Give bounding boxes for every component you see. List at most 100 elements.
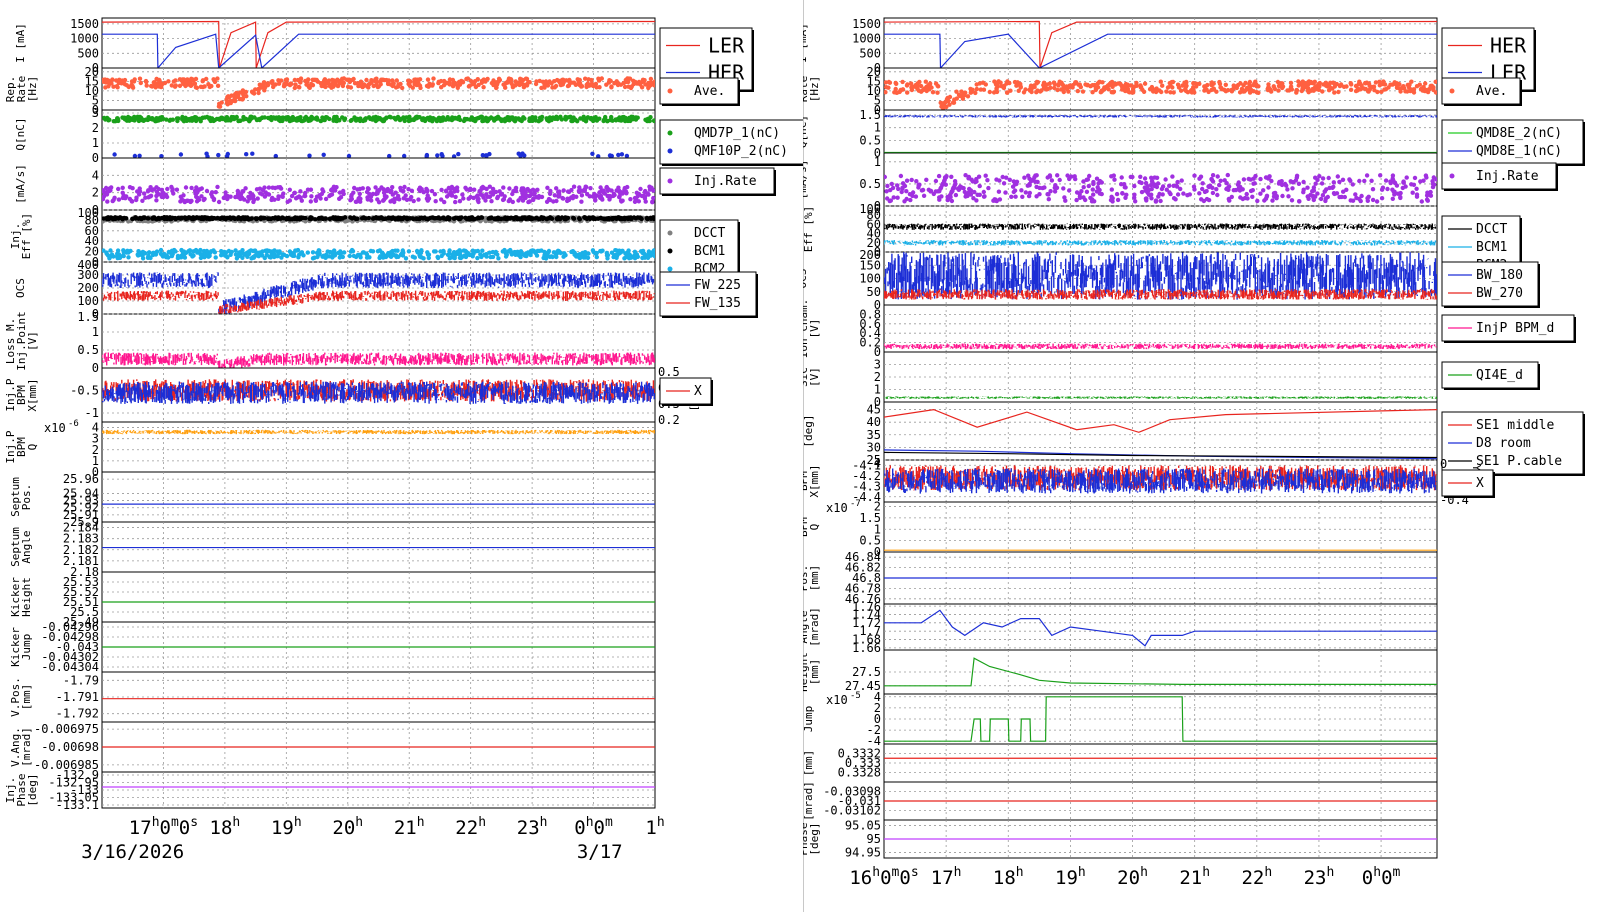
series-point-cyan [395,248,400,253]
series-point-green [563,115,568,121]
series-point-black [533,216,538,221]
series-point-orange [364,77,369,83]
series-point-orange [159,84,164,90]
series-point-black [405,217,410,222]
series-point-blue [451,154,457,158]
series-point-purple [147,194,152,199]
series-point-cyan [175,253,181,259]
series-point-black [445,215,451,220]
legend-box [659,271,757,317]
series-point-purple [385,186,390,192]
series-point-blue [178,152,184,157]
series-point-orange [533,81,539,87]
series-point-purple [577,185,582,190]
series-point-blue [321,152,326,157]
series-point-purple [308,187,314,192]
series-point-purple [323,196,329,202]
series-point-orange [173,78,178,83]
series-point-black [644,215,649,221]
series-point-purple [211,197,217,203]
series-point-purple [148,185,153,190]
y-tick-label: 10 [85,84,99,98]
series-point-orange [183,79,188,84]
series-point-cyan [141,250,146,255]
series-point-purple [489,199,494,204]
series-point-orange [144,83,149,88]
series-point-purple [433,199,438,204]
series-point-blue [435,153,440,158]
series-point-green [402,118,407,124]
series-point-green [646,118,651,123]
series-point-cyan [438,249,443,254]
series-point-cyan [228,252,233,257]
series-point-cyan [613,248,618,253]
series-point-purple [432,192,438,197]
series-point-black [157,216,162,222]
series-point-cyan [599,249,604,254]
series-point-black [226,215,231,221]
legend-label: FW_225 [694,278,741,293]
series-point-purple [545,185,550,190]
series-point-cyan [188,252,193,257]
y-tick-label: 100 [77,206,99,220]
series-point-purple [638,186,643,192]
series-point-orange [593,81,599,87]
series-point-orange [394,78,399,83]
series-point-black [390,215,396,220]
legend-label: QMF10P_2(nC) [694,144,788,159]
series-point-orange [333,82,339,87]
series-point-purple [367,191,372,197]
series-point-purple [609,188,614,193]
series-point-orange [361,84,366,89]
series-point-purple [475,193,480,198]
series-point-cyan [605,253,611,258]
series-point-purple [406,187,411,192]
series-point-orange [253,87,258,92]
series-point-cyan [385,252,390,257]
series-point-orange [481,85,486,90]
series-point-green [467,117,472,122]
series-point-green [132,114,137,120]
series-point-green [401,115,406,120]
series-point-green [137,114,143,120]
series-point-green [445,115,450,120]
series-point-black [606,217,612,222]
series-point-green [362,116,368,122]
series-point-purple [493,189,499,195]
series-point-green [266,115,271,121]
legend-swatch [667,130,673,136]
series-point-black [363,216,368,221]
series-point-blue [609,153,614,158]
series-point-purple [616,188,622,193]
series-point-green [320,115,325,120]
series-point-green [584,116,589,122]
series-point-cyan [640,255,645,261]
series-point-purple [209,190,215,195]
series-point-green [431,116,436,121]
series-point-purple [358,199,363,204]
series-point-black [327,216,332,221]
series-point-purple [536,195,541,200]
y-axis-label: [mA/s] [14,164,27,204]
series-point-black [220,215,225,220]
series-point-green [352,115,357,120]
series-point-green [301,118,307,123]
series-point-purple [329,187,334,193]
series-point-orange [560,82,565,87]
series-point-orange [143,78,149,84]
series-point-purple [353,199,359,204]
series-point-green [481,117,486,123]
series-point-black [202,215,208,221]
series-point-black [150,216,155,221]
series-point-green [247,117,252,123]
series-point-purple [571,193,576,199]
series-point-orange [406,78,411,83]
series-point-orange [577,77,582,83]
series-point-cyan [533,250,538,256]
series-point-cyan [620,248,625,253]
series-point-purple [454,185,460,190]
series-point-cyan [290,253,295,258]
series-point-black [610,215,616,221]
series-point-purple [588,186,593,191]
